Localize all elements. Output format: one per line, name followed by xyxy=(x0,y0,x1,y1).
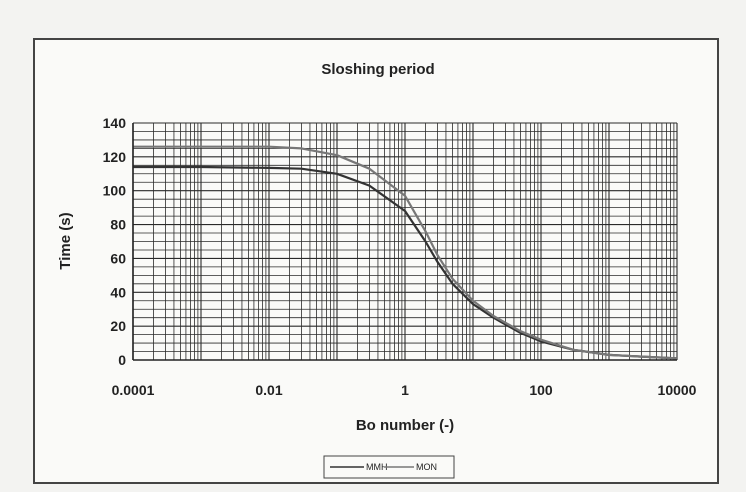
x-tick-label: 10000 xyxy=(658,382,697,398)
y-tick-label: 60 xyxy=(110,250,126,266)
series-lines xyxy=(133,145,678,360)
x-tick-label: 0.01 xyxy=(255,382,282,398)
y-tick-label: 0 xyxy=(118,352,126,368)
chart-title: Sloshing period xyxy=(321,61,434,78)
x-tick-label: 100 xyxy=(529,382,553,398)
y-tick-label: 120 xyxy=(103,149,127,165)
y-tick-label: 40 xyxy=(110,284,126,300)
x-tick-label: 1 xyxy=(401,382,409,398)
y-tick-label: 100 xyxy=(103,183,127,199)
legend-label-mon: MON xyxy=(416,462,437,472)
gridlines xyxy=(132,122,678,361)
chart-frame xyxy=(33,38,719,484)
x-tick-label: 0.0001 xyxy=(112,382,155,398)
legend-label-mmh: MMH xyxy=(366,462,388,472)
tick-labels: 0.0001 0.01 1 100 10000 0 20 40 60 80 100 120 140 xyxy=(103,115,697,398)
axes xyxy=(132,123,677,361)
y-tick-label: 140 xyxy=(103,115,127,131)
series-line-mon xyxy=(133,145,678,360)
y-tick-label: 80 xyxy=(110,217,126,233)
y-axis-label: Time (s) xyxy=(57,212,74,269)
y-tick-label: 20 xyxy=(110,318,126,334)
legend: MMH MON xyxy=(323,455,455,479)
x-axis-label: Bo number (-) xyxy=(356,417,454,434)
